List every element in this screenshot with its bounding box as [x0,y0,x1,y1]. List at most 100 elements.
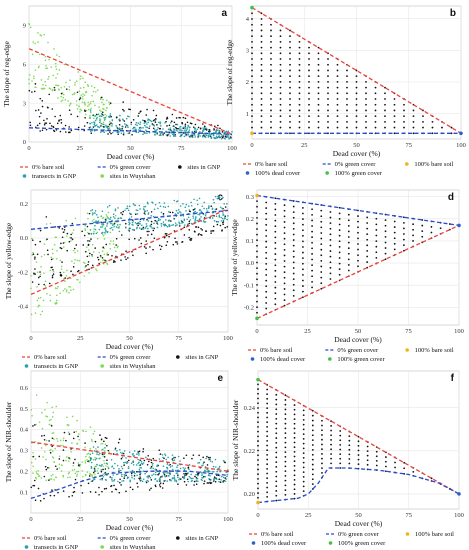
point-simulated [265,235,268,237]
point-tr [130,474,133,477]
point-simulated [275,417,278,420]
point-simulated [260,86,263,89]
point-wuy [34,312,37,314]
point-simulated [251,75,253,78]
y-tick-label: 3 [246,48,249,55]
point-tr [161,475,164,478]
point-simulated [311,230,313,233]
point-simulated [260,58,263,60]
point-gnp [138,477,140,480]
point-wuy [30,287,32,290]
point-simulated [346,98,348,100]
point-tr [196,199,198,202]
point-wuy [35,477,37,480]
point-gnp [63,229,66,231]
point-simulated [298,40,301,43]
point-gnp [88,232,90,235]
line-green [30,470,229,500]
point-tr [202,462,205,465]
x-tick-label: 25 [77,145,84,152]
point-gnp [117,441,120,444]
point-wuy [44,55,47,58]
line-green [30,209,229,230]
point-simulated [317,63,320,66]
point-wuy [51,450,54,452]
point-simulated [284,394,287,397]
point-tr [136,227,138,230]
point-wuy [99,109,101,112]
point-gnp [109,476,112,478]
point-tr [100,122,103,125]
point-wuy [66,235,68,237]
point-simulated [311,236,313,239]
point-simulated [365,120,367,123]
legend-label: 100% green cover [337,356,385,363]
point-simulated [279,120,282,123]
point-tr [161,454,164,456]
point-simulated [327,69,329,72]
point-gnp [154,484,157,487]
point-tr [123,473,126,476]
point-tr [202,127,204,129]
point-tr [217,467,219,470]
point-tr [164,219,167,221]
point-gnp [132,119,135,121]
point-tr [173,199,176,202]
point-wuy [105,465,107,467]
point-gnp [128,238,130,241]
point-wuy [44,451,46,453]
point-gnp [33,479,36,482]
point-simulated [327,63,329,66]
point-simulated [338,262,341,265]
point-wuy [66,269,68,272]
point-gnp [221,221,224,224]
point-wuy [84,262,86,265]
point-tr [94,224,96,227]
point-simulated [251,109,253,112]
point-gnp [102,468,104,471]
point-simulated [357,454,360,456]
point-wuy [55,405,58,408]
point-wuy [58,467,61,469]
point-tr [154,471,157,474]
point-simulated [311,463,314,466]
point-tr [183,477,186,480]
point-gnp [43,438,46,441]
point-tr [144,205,147,208]
point-gnp [31,91,33,93]
point-simulated [329,261,332,264]
point-wuy [36,271,39,274]
point-gnp [41,129,44,132]
point-simulated [257,454,259,457]
point-gnp [165,120,167,123]
point-gnp [78,98,81,101]
point-tr [175,209,178,212]
point-tr [152,467,155,470]
point-tr [94,119,97,122]
point-simulated [412,120,415,123]
legend: 0% bare soil 0% green cover sites in GNPtr… [22,535,219,550]
point-simulated [257,411,259,414]
point-simulated [284,479,287,482]
point-simulated [393,98,396,100]
y-tick-label: 0.2 [246,216,254,223]
point-gnp [55,129,58,131]
point-wuy [57,285,59,288]
point-simulated [270,109,272,112]
point-tr [165,458,168,461]
point-simulated [320,243,323,246]
point-wuy [43,272,45,275]
point-tr [222,213,225,216]
point-gnp [115,116,118,119]
point-tr [130,123,133,126]
point-tr [101,463,103,466]
point-tr [104,227,106,230]
point-wuy [62,437,65,439]
point-wuy [91,220,94,222]
point-simulated [329,227,332,230]
point-simulated [256,244,258,247]
point-wuy [51,416,54,418]
point-gnp [62,449,65,451]
point-simulated [275,403,278,406]
